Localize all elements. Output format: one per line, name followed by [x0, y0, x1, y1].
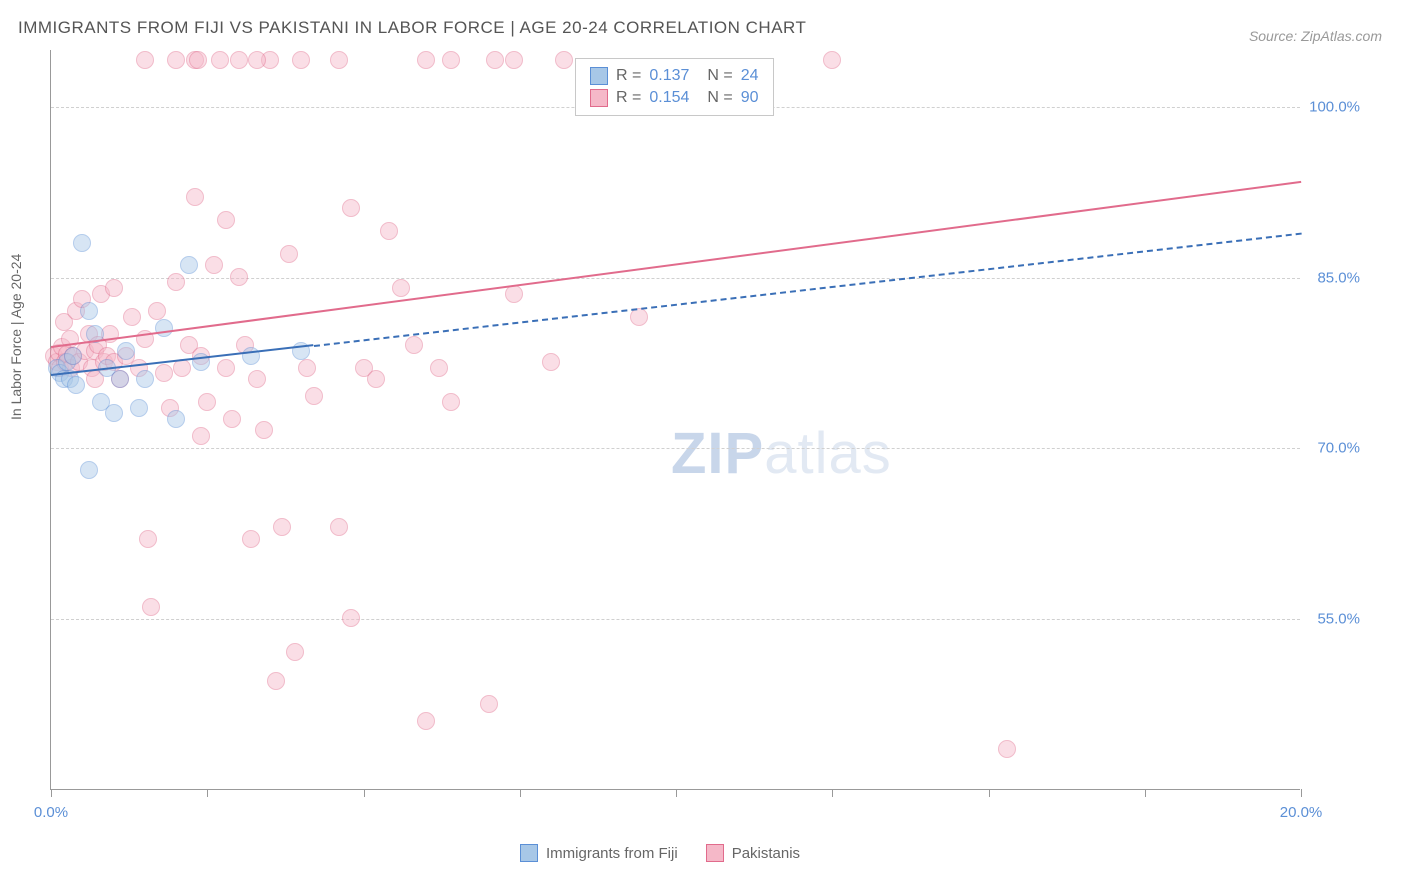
- scatter-point-pakistani: [342, 199, 360, 217]
- scatter-point-pakistani: [255, 421, 273, 439]
- scatter-point-fiji: [67, 376, 85, 394]
- scatter-point-pakistani: [342, 609, 360, 627]
- scatter-point-pakistani: [405, 336, 423, 354]
- scatter-point-fiji: [136, 370, 154, 388]
- scatter-point-pakistani: [542, 353, 560, 371]
- scatter-point-pakistani: [305, 387, 323, 405]
- scatter-point-pakistani: [148, 302, 166, 320]
- scatter-point-pakistani: [186, 188, 204, 206]
- y-tick-label: 55.0%: [1317, 611, 1360, 628]
- stats-legend-row-fiji: R = 0.137 N = 24: [590, 65, 759, 87]
- scatter-point-pakistani: [217, 211, 235, 229]
- y-tick-label: 85.0%: [1317, 269, 1360, 286]
- chart-title: IMMIGRANTS FROM FIJI VS PAKISTANI IN LAB…: [18, 18, 806, 38]
- scatter-point-pakistani: [292, 51, 310, 69]
- scatter-point-pakistani: [823, 51, 841, 69]
- scatter-point-pakistani: [242, 530, 260, 548]
- x-tick: [676, 789, 677, 797]
- scatter-point-pakistani: [280, 245, 298, 263]
- trend-line-fiji: [313, 232, 1301, 346]
- scatter-point-pakistani: [139, 530, 157, 548]
- scatter-point-pakistani: [136, 51, 154, 69]
- scatter-point-pakistani: [505, 51, 523, 69]
- scatter-point-pakistani: [192, 427, 210, 445]
- scatter-point-fiji: [80, 302, 98, 320]
- x-tick: [51, 789, 52, 797]
- scatter-point-pakistani: [123, 308, 141, 326]
- x-tick: [207, 789, 208, 797]
- scatter-point-pakistani: [286, 643, 304, 661]
- scatter-point-pakistani: [273, 518, 291, 536]
- scatter-point-pakistani: [330, 51, 348, 69]
- scatter-point-pakistani: [267, 672, 285, 690]
- scatter-point-pakistani: [230, 51, 248, 69]
- scatter-point-fiji: [130, 399, 148, 417]
- scatter-point-pakistani: [223, 410, 241, 428]
- scatter-point-pakistani: [330, 518, 348, 536]
- scatter-point-fiji: [64, 347, 82, 365]
- scatter-point-pakistani: [367, 370, 385, 388]
- scatter-point-pakistani: [298, 359, 316, 377]
- gridline-h: [51, 619, 1300, 620]
- scatter-point-fiji: [80, 461, 98, 479]
- scatter-point-pakistani: [555, 51, 573, 69]
- scatter-point-pakistani: [167, 273, 185, 291]
- x-tick: [1301, 789, 1302, 797]
- scatter-point-fiji: [111, 370, 129, 388]
- legend-swatch-fiji-bottom: [520, 844, 538, 862]
- scatter-point-pakistani: [217, 359, 235, 377]
- legend-swatch-pakistani-bottom: [706, 844, 724, 862]
- x-tick: [989, 789, 990, 797]
- scatter-point-pakistani: [205, 256, 223, 274]
- scatter-point-pakistani: [486, 51, 504, 69]
- scatter-point-fiji: [180, 256, 198, 274]
- stats-legend-row-pakistani: R = 0.154 N = 90: [590, 87, 759, 109]
- series-legend-fiji: Immigrants from Fiji: [520, 844, 678, 862]
- scatter-point-pakistani: [248, 370, 266, 388]
- legend-swatch-fiji: [590, 67, 608, 85]
- y-tick-label: 100.0%: [1309, 98, 1360, 115]
- legend-swatch-pakistani: [590, 89, 608, 107]
- scatter-point-fiji: [155, 319, 173, 337]
- scatter-point-pakistani: [248, 51, 266, 69]
- scatter-point-pakistani: [211, 51, 229, 69]
- scatter-point-pakistani: [380, 222, 398, 240]
- scatter-point-pakistani: [155, 364, 173, 382]
- x-tick: [832, 789, 833, 797]
- series-legend: Immigrants from Fiji Pakistanis: [520, 844, 800, 862]
- scatter-point-pakistani: [167, 51, 185, 69]
- source-attribution: Source: ZipAtlas.com: [1249, 28, 1382, 44]
- scatter-point-pakistani: [998, 740, 1016, 758]
- correlation-chart: IMMIGRANTS FROM FIJI VS PAKISTANI IN LAB…: [0, 0, 1406, 892]
- scatter-point-pakistani: [105, 279, 123, 297]
- stats-legend: R = 0.137 N = 24 R = 0.154 N = 90: [575, 58, 774, 116]
- scatter-point-pakistani: [417, 712, 435, 730]
- scatter-point-pakistani: [430, 359, 448, 377]
- x-tick: [364, 789, 365, 797]
- scatter-point-fiji: [73, 234, 91, 252]
- scatter-point-fiji: [167, 410, 185, 428]
- y-axis-label: In Labor Force | Age 20-24: [8, 254, 24, 420]
- watermark: ZIPatlas: [671, 420, 892, 487]
- scatter-point-pakistani: [417, 51, 435, 69]
- scatter-point-pakistani: [230, 268, 248, 286]
- scatter-point-pakistani: [142, 598, 160, 616]
- x-tick: [520, 789, 521, 797]
- series-legend-pakistani: Pakistanis: [706, 844, 800, 862]
- scatter-point-pakistani: [189, 51, 207, 69]
- scatter-point-pakistani: [442, 51, 460, 69]
- x-tick-label: 20.0%: [1280, 804, 1323, 821]
- scatter-point-fiji: [105, 404, 123, 422]
- trend-line-pakistani: [51, 181, 1301, 348]
- scatter-point-fiji: [117, 342, 135, 360]
- x-tick: [1145, 789, 1146, 797]
- scatter-point-pakistani: [442, 393, 460, 411]
- x-tick-label: 0.0%: [34, 804, 68, 821]
- gridline-h: [51, 448, 1300, 449]
- plot-area: ZIPatlas 55.0%70.0%85.0%100.0%0.0%20.0%: [50, 50, 1300, 790]
- y-tick-label: 70.0%: [1317, 440, 1360, 457]
- scatter-point-pakistani: [392, 279, 410, 297]
- scatter-point-pakistani: [198, 393, 216, 411]
- scatter-point-pakistani: [480, 695, 498, 713]
